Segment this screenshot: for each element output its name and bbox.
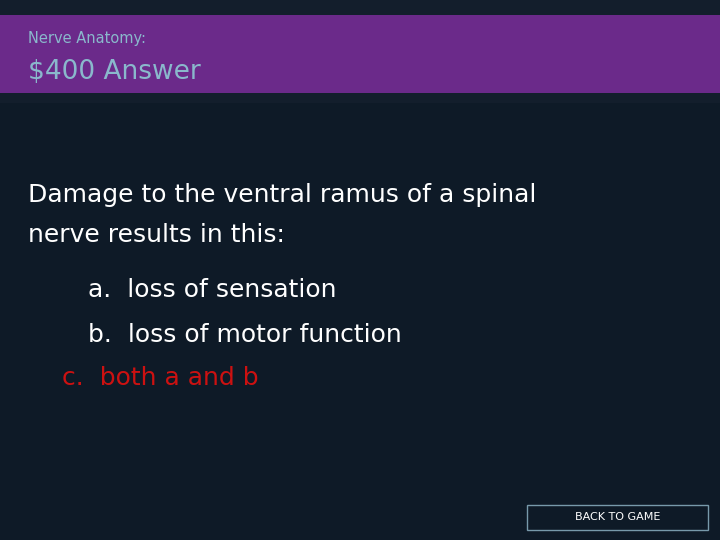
FancyBboxPatch shape xyxy=(527,505,708,530)
Text: BACK TO GAME: BACK TO GAME xyxy=(575,512,660,523)
Text: Nerve Anatomy:: Nerve Anatomy: xyxy=(28,30,146,45)
Text: Damage to the ventral ramus of a spinal: Damage to the ventral ramus of a spinal xyxy=(28,183,536,207)
Text: a.  loss of sensation: a. loss of sensation xyxy=(88,278,336,302)
FancyBboxPatch shape xyxy=(0,0,720,15)
Text: nerve results in this:: nerve results in this: xyxy=(28,223,285,247)
FancyBboxPatch shape xyxy=(0,93,720,103)
FancyBboxPatch shape xyxy=(0,15,720,93)
Text: c.  both a and b: c. both a and b xyxy=(62,366,258,390)
Text: b.  loss of motor function: b. loss of motor function xyxy=(88,323,402,347)
Text: $400 Answer: $400 Answer xyxy=(28,59,201,85)
